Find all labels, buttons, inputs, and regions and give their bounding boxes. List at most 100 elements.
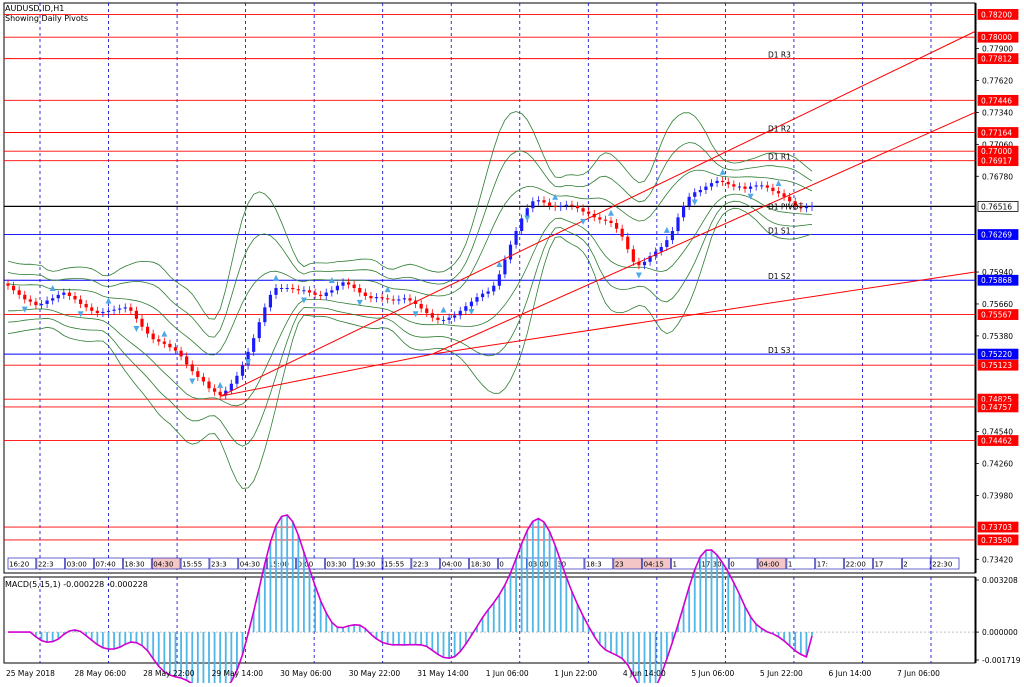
candle-body	[302, 290, 306, 292]
time-box	[151, 557, 181, 570]
price-tag-label: 0.77446	[981, 96, 1012, 105]
candle-body	[235, 375, 239, 384]
pivot-label-d1-s3: D1 S3	[768, 346, 791, 355]
candle-body	[145, 326, 150, 334]
time-box-label: 17:	[817, 561, 828, 569]
candle-body	[665, 240, 669, 247]
candle-body	[765, 185, 769, 188]
candle-body	[151, 333, 155, 340]
price-tag-label: 0.75567	[981, 311, 1012, 320]
fractal-down-arrow	[580, 218, 587, 225]
candle-body	[486, 291, 490, 294]
price-tag-label: 0.77164	[981, 129, 1012, 138]
pivot-label-d1-pivot: D1 PIVOT	[768, 202, 804, 211]
candle-body	[207, 381, 211, 389]
candle-body	[34, 301, 38, 306]
candle-body	[453, 315, 457, 318]
candle-body	[291, 288, 295, 290]
candle-body	[274, 288, 278, 295]
price-tag	[977, 53, 1019, 65]
fractal-down-arrow	[468, 308, 475, 315]
fractal-up-arrow	[105, 297, 112, 304]
price-tag	[977, 229, 1019, 240]
price-tag	[977, 274, 1019, 286]
candle-body	[140, 318, 144, 327]
time-box-label: 15:55	[384, 561, 404, 569]
candle-body	[475, 297, 479, 302]
time-box-label: 22:3	[38, 561, 54, 569]
candle-body	[492, 285, 496, 292]
candle-body	[536, 200, 541, 202]
price-tick-label: 0.77620	[982, 77, 1013, 86]
candle-body	[458, 310, 462, 316]
candle-body	[631, 249, 635, 262]
candle-body	[553, 205, 557, 208]
candles	[6, 176, 814, 400]
price-tick-label: 0.75940	[982, 268, 1013, 277]
candle-body	[324, 292, 328, 296]
candle-body	[430, 313, 434, 318]
pivot-label-d1-r1: D1 R1	[768, 153, 791, 162]
candle-body	[715, 180, 719, 184]
candle-body	[497, 274, 501, 286]
price-tag-label: 0.78200	[981, 10, 1012, 19]
fractal-down-arrow	[300, 297, 307, 304]
price-tag-label: 0.75220	[981, 350, 1012, 359]
candle-body	[386, 298, 390, 300]
candle-body	[408, 298, 412, 301]
symbol-label: AUDUSD.ID,H1	[5, 4, 65, 13]
candle-body	[575, 205, 580, 209]
macd-frame	[3, 576, 976, 664]
time-box	[353, 557, 383, 570]
candle-body	[776, 191, 781, 194]
price-tag-label: 0.74825	[981, 395, 1012, 404]
bollinger-band-2	[7, 142, 813, 338]
candle-body	[587, 211, 591, 214]
time-box-label: 04:00	[759, 561, 779, 569]
time-box	[296, 557, 325, 570]
candle-body	[173, 347, 178, 351]
date-label: 25 May 2018	[6, 669, 55, 678]
candle-body	[162, 341, 166, 344]
date-label: 30 May 22:00	[349, 669, 401, 678]
candle-body	[123, 307, 127, 309]
candle-body	[743, 186, 747, 189]
pivot-label-d1-r2: D1 R2	[768, 125, 791, 134]
time-box-label: 17	[874, 561, 883, 569]
candle-body	[84, 303, 88, 308]
fractal-up-arrow	[775, 180, 782, 187]
time-box-label: 1	[673, 561, 677, 569]
candle-body	[346, 282, 351, 285]
candle-body	[45, 300, 49, 304]
fractal-up-arrow	[328, 277, 335, 284]
time-box-label: 15:55	[182, 561, 202, 569]
candle-body	[285, 288, 289, 289]
candle-body	[90, 307, 94, 311]
time-box-label: 0:00	[297, 561, 313, 569]
price-tick-label: 0.77340	[982, 108, 1013, 117]
candle-body	[363, 292, 367, 296]
candle-body	[134, 310, 139, 319]
candle-body	[704, 186, 708, 190]
macd-signal-line	[8, 514, 813, 687]
time-box	[440, 557, 469, 570]
fractal-down-arrow	[133, 326, 140, 333]
price-tick-label: 0.74540	[982, 428, 1013, 437]
candle-body	[799, 205, 803, 209]
time-box-label: 16:20	[9, 561, 29, 569]
price-tag-label: 0.75868	[981, 276, 1012, 285]
candle-body	[648, 256, 652, 262]
fractal-up-arrow	[719, 168, 726, 175]
candle-body	[101, 311, 105, 314]
candle-body	[157, 339, 161, 342]
price-tag	[977, 435, 1019, 446]
bollinger-band-5	[7, 207, 813, 489]
bollinger-band-4	[7, 111, 813, 320]
candle-body	[598, 217, 602, 220]
candle-body	[179, 350, 183, 357]
candle-body	[547, 202, 552, 206]
time-box	[555, 557, 585, 570]
candle-body	[581, 208, 585, 212]
